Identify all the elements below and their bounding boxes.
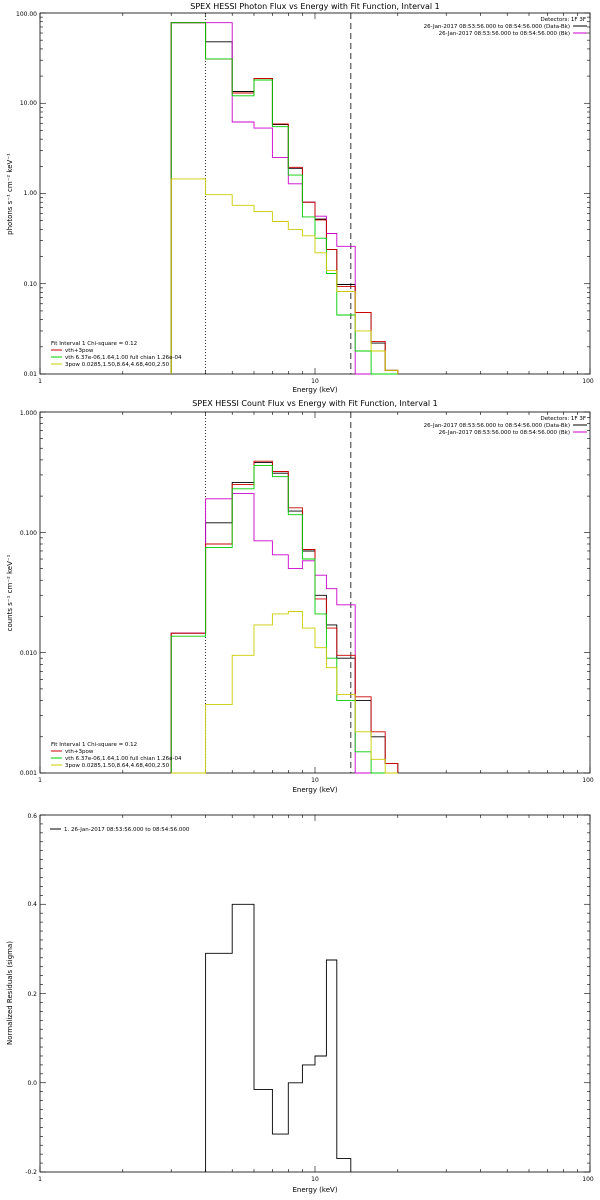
count-legend-fit-4: 3pow 0.0285,1.50,8.64,4.68,400,2.50 — [65, 763, 170, 769]
count-xtick-10: 10 — [311, 777, 319, 784]
count-ylabel: counts s⁻¹ cm⁻² keV⁻¹ — [6, 554, 14, 631]
residuals-legend: 1. 26-Jan-2017 08:53:56.000 to 08:54:56.… — [64, 827, 190, 833]
residuals-xlabel: Energy (keV) — [292, 1186, 337, 1194]
count-ytick-0.001: 0.001 — [20, 770, 37, 777]
residuals-ylabel: Normalized Residuals (sigma) — [6, 941, 14, 1045]
photon-legend-time-1: 26-Jan-2017 08:53:56.000 to 08:54:56.000… — [424, 24, 570, 30]
residuals-chart: 1 10 100 -0.2 0.0 0.2 0.4 0.6 Energy (ke… — [6, 813, 594, 1194]
series-residuals-step-line — [205, 903, 352, 1172]
photon-flux-chart: SPEX HESSI Photon Flux vs Energy with Fi… — [6, 2, 594, 394]
count-legend-fit-3: vth 6.37e-06,1.64,1.00 full chian 1.26e-… — [65, 756, 182, 762]
count-legend-fit-1: Fit Interval 1 Chi-square = 0.12 — [51, 742, 137, 748]
series-bk-step-line — [170, 22, 398, 375]
count-series — [170, 460, 399, 774]
photon-marker-lines — [205, 13, 352, 374]
photon-axis-ticks — [39, 12, 591, 375]
residuals-xtick-10: 10 — [311, 1176, 319, 1183]
series-data-bk-step-line — [170, 22, 399, 374]
photon-legend-time-2: 26-Jan-2017 08:53:56.000 to 08:54:56.000… — [439, 31, 570, 37]
count-axis-ticks — [39, 411, 591, 774]
residuals-xtick-1: 1 — [38, 1176, 42, 1183]
photon-legend-fit-1: Fit Interval 1 Chi-square = 0.12 — [51, 341, 137, 347]
count-legend-fit-2: vth+3pow — [65, 749, 94, 755]
photon-ytick-10.00: 10.00 — [20, 100, 37, 107]
count-xlabel: Energy (keV) — [292, 786, 337, 794]
count-xtick-1: 1 — [38, 777, 42, 784]
residuals-series — [205, 903, 352, 1172]
residuals-xtick-100: 100 — [582, 1176, 594, 1183]
count-flux-chart: SPEX HESSI Count Flux vs Energy with Fit… — [6, 399, 594, 794]
count-legend-time-2: 26-Jan-2017 08:53:56.000 to 08:54:56.000… — [439, 430, 570, 436]
photon-ytick-1.00: 1.00 — [24, 190, 38, 197]
photon-xlabel: Energy (keV) — [292, 386, 337, 394]
residuals-axis-ticks — [39, 814, 591, 1173]
residuals-ytick-0.4: 0.4 — [27, 901, 37, 908]
photon-chart-title: SPEX HESSI Photon Flux vs Energy with Fi… — [190, 2, 440, 11]
photon-legend-fit-3: vth 6.37e-06,1.64,1.00 full chian 1.26e-… — [65, 355, 182, 361]
photon-ylabel: photons s⁻¹ cm⁻² keV⁻¹ — [6, 153, 14, 235]
series-vth-3pow-step-line — [170, 22, 399, 374]
residuals-ytick-0.2: 0.2 — [27, 991, 37, 998]
photon-plot-frame — [39, 12, 591, 375]
count-ytick-1.000: 1.000 — [20, 410, 37, 417]
series-3pow-step-line — [171, 611, 398, 774]
residuals-ytick-0.0: 0.0 — [27, 1080, 37, 1087]
residuals-ytick-neg0.2: -0.2 — [25, 1169, 37, 1176]
series-vth-step-line — [170, 464, 398, 774]
photon-legend-fit-2: vth+3pow — [65, 348, 94, 354]
count-ytick-0.010: 0.010 — [20, 650, 37, 657]
series-vth-step-line — [170, 22, 398, 375]
residuals-ytick-0.6: 0.6 — [27, 813, 37, 820]
photon-xtick-1: 1 — [38, 378, 42, 385]
residuals-plot-frame — [39, 814, 591, 1173]
photon-series — [170, 22, 399, 375]
count-marker-lines — [205, 412, 352, 773]
photon-ytick-0.01: 0.01 — [24, 371, 38, 378]
photon-ytick-0.10: 0.10 — [24, 281, 38, 288]
photon-xtick-10: 10 — [311, 378, 319, 385]
count-chart-title: SPEX HESSI Count Flux vs Energy with Fit… — [192, 399, 437, 408]
count-detectors: Detectors: 1F 3F — [540, 416, 586, 422]
photon-detectors: Detectors: 1F 3F — [540, 17, 586, 23]
photon-ytick-100.00: 100.00 — [16, 11, 37, 18]
series-3pow-step-line — [170, 178, 399, 374]
photon-xtick-100: 100 — [582, 378, 594, 385]
count-ytick-0.100: 0.100 — [20, 530, 37, 537]
photon-legend-fit-4: 3pow 0.0285,1.50,8.64,4.68,400,2.50 — [65, 362, 170, 368]
count-legend-time-1: 26-Jan-2017 08:53:56.000 to 08:54:56.000… — [424, 423, 570, 429]
count-xtick-100: 100 — [582, 777, 594, 784]
